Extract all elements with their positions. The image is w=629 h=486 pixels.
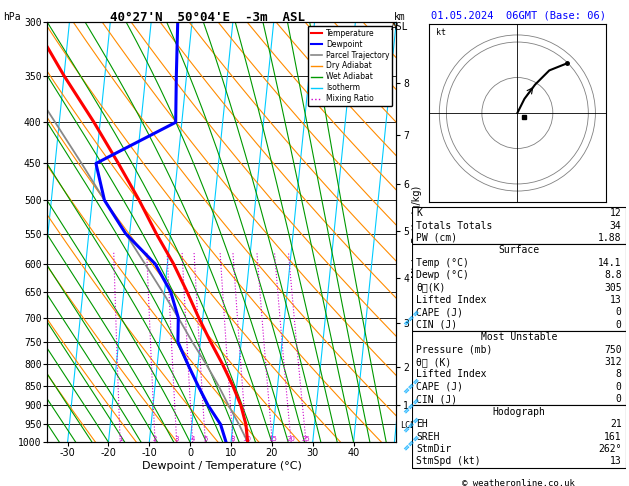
Text: StmDir: StmDir	[416, 444, 452, 454]
Text: 01.05.2024  06GMT (Base: 06): 01.05.2024 06GMT (Base: 06)	[431, 11, 606, 21]
Text: θᴄ(K): θᴄ(K)	[416, 282, 446, 293]
X-axis label: Dewpoint / Temperature (°C): Dewpoint / Temperature (°C)	[142, 461, 302, 470]
Text: 3: 3	[174, 436, 179, 442]
Text: PW (cm): PW (cm)	[416, 233, 457, 243]
Text: kt: kt	[436, 28, 446, 37]
Text: 2: 2	[153, 436, 157, 442]
Text: CAPE (J): CAPE (J)	[416, 308, 464, 317]
Bar	[412, 244, 626, 331]
Text: hPa: hPa	[3, 12, 21, 22]
Text: 161: 161	[604, 432, 621, 441]
Text: 14.1: 14.1	[598, 258, 621, 268]
Text: 15: 15	[268, 436, 277, 442]
Text: © weatheronline.co.uk: © weatheronline.co.uk	[462, 479, 576, 486]
Text: Dewp (°C): Dewp (°C)	[416, 270, 469, 280]
Text: Hodograph: Hodograph	[493, 407, 545, 417]
Text: Totals Totals: Totals Totals	[416, 221, 493, 230]
Bar	[412, 331, 626, 405]
Text: Lifted Index: Lifted Index	[416, 295, 487, 305]
Text: Lifted Index: Lifted Index	[416, 369, 487, 380]
Text: 1: 1	[118, 436, 123, 442]
Text: 12: 12	[610, 208, 621, 218]
Text: 312: 312	[604, 357, 621, 367]
Text: 1.88: 1.88	[598, 233, 621, 243]
Text: 305: 305	[604, 282, 621, 293]
Text: 0: 0	[616, 394, 621, 404]
Text: K: K	[416, 208, 422, 218]
Text: ASL: ASL	[391, 22, 408, 32]
Text: km: km	[394, 12, 405, 22]
Text: 0: 0	[616, 308, 621, 317]
Text: Surface: Surface	[498, 245, 540, 255]
Text: 34: 34	[610, 221, 621, 230]
Bar	[412, 405, 626, 468]
Text: 4: 4	[191, 436, 195, 442]
Text: 750: 750	[604, 345, 621, 355]
Text: ≡≡≡: ≡≡≡	[401, 375, 423, 396]
Text: ≡≡≡: ≡≡≡	[401, 395, 423, 416]
Text: StmSpd (kt): StmSpd (kt)	[416, 456, 481, 467]
Text: 20: 20	[287, 436, 296, 442]
Text: CAPE (J): CAPE (J)	[416, 382, 464, 392]
Text: 8: 8	[231, 436, 235, 442]
Text: 0: 0	[616, 320, 621, 330]
Text: 0: 0	[616, 382, 621, 392]
Text: CIN (J): CIN (J)	[416, 320, 457, 330]
Text: 8.8: 8.8	[604, 270, 621, 280]
Text: 5: 5	[203, 436, 208, 442]
Text: Temp (°C): Temp (°C)	[416, 258, 469, 268]
Text: Pressure (mb): Pressure (mb)	[416, 345, 493, 355]
Y-axis label: Mixing Ratio (g/kg): Mixing Ratio (g/kg)	[412, 186, 422, 278]
Text: 21: 21	[610, 419, 621, 429]
Legend: Temperature, Dewpoint, Parcel Trajectory, Dry Adiabat, Wet Adiabat, Isotherm, Mi: Temperature, Dewpoint, Parcel Trajectory…	[308, 26, 392, 106]
Text: θᴄ (K): θᴄ (K)	[416, 357, 452, 367]
Text: 13: 13	[610, 295, 621, 305]
Text: ≡≡≡: ≡≡≡	[401, 432, 423, 453]
Text: Most Unstable: Most Unstable	[481, 332, 557, 342]
Text: 25: 25	[302, 436, 311, 442]
Text: 262°: 262°	[598, 444, 621, 454]
Text: SREH: SREH	[416, 432, 440, 441]
Text: EH: EH	[416, 419, 428, 429]
Text: ≡≡≡: ≡≡≡	[401, 414, 423, 435]
Text: 13: 13	[610, 456, 621, 467]
Text: LCL: LCL	[400, 420, 415, 430]
Text: 40°27'N  50°04'E  -3m  ASL: 40°27'N 50°04'E -3m ASL	[110, 11, 305, 24]
Bar	[412, 207, 626, 244]
Text: CIN (J): CIN (J)	[416, 394, 457, 404]
Text: 10: 10	[242, 436, 251, 442]
Text: 8: 8	[616, 369, 621, 380]
Text: ≡≡≡: ≡≡≡	[401, 307, 423, 329]
